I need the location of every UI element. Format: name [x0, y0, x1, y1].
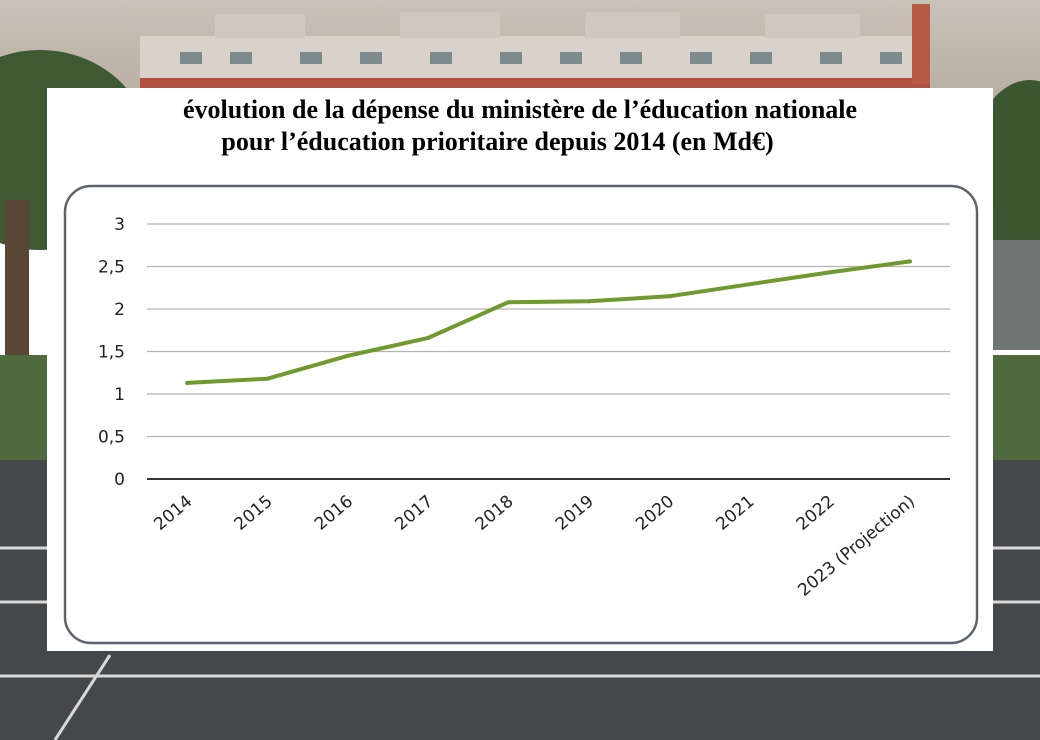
data-point	[907, 259, 912, 264]
data-point	[426, 335, 431, 340]
chart-card: évolution de la dépense du ministère de …	[47, 88, 993, 651]
data-point	[586, 299, 591, 304]
line-chart: 00,511,522,53 2014 2015 2016 2017 2018 2019 20…	[63, 184, 979, 645]
chart-title-line-2: pour l’éducation prioritaire depuis 2014…	[221, 127, 774, 156]
data-point	[185, 380, 190, 385]
y-tick-label: 2,5	[98, 258, 125, 278]
y-tick-label: 1	[114, 385, 125, 405]
data-point	[265, 376, 270, 381]
data-point	[506, 300, 511, 305]
chart-frame	[63, 184, 979, 645]
chart-title: évolution de la dépense du ministère de …	[47, 94, 993, 158]
series-line	[185, 259, 912, 385]
y-tick-label: 0,5	[98, 428, 125, 448]
y-tick-label: 2	[114, 300, 125, 320]
data-point	[827, 270, 832, 275]
y-tick-label: 1,5	[98, 343, 125, 363]
data-point	[747, 282, 752, 287]
y-tick-label: 3	[114, 215, 125, 235]
chart-title-line-1: évolution de la dépense du ministère de …	[182, 95, 858, 124]
y-tick-label: 0	[114, 470, 125, 490]
data-point	[666, 294, 671, 299]
data-point	[345, 353, 350, 358]
